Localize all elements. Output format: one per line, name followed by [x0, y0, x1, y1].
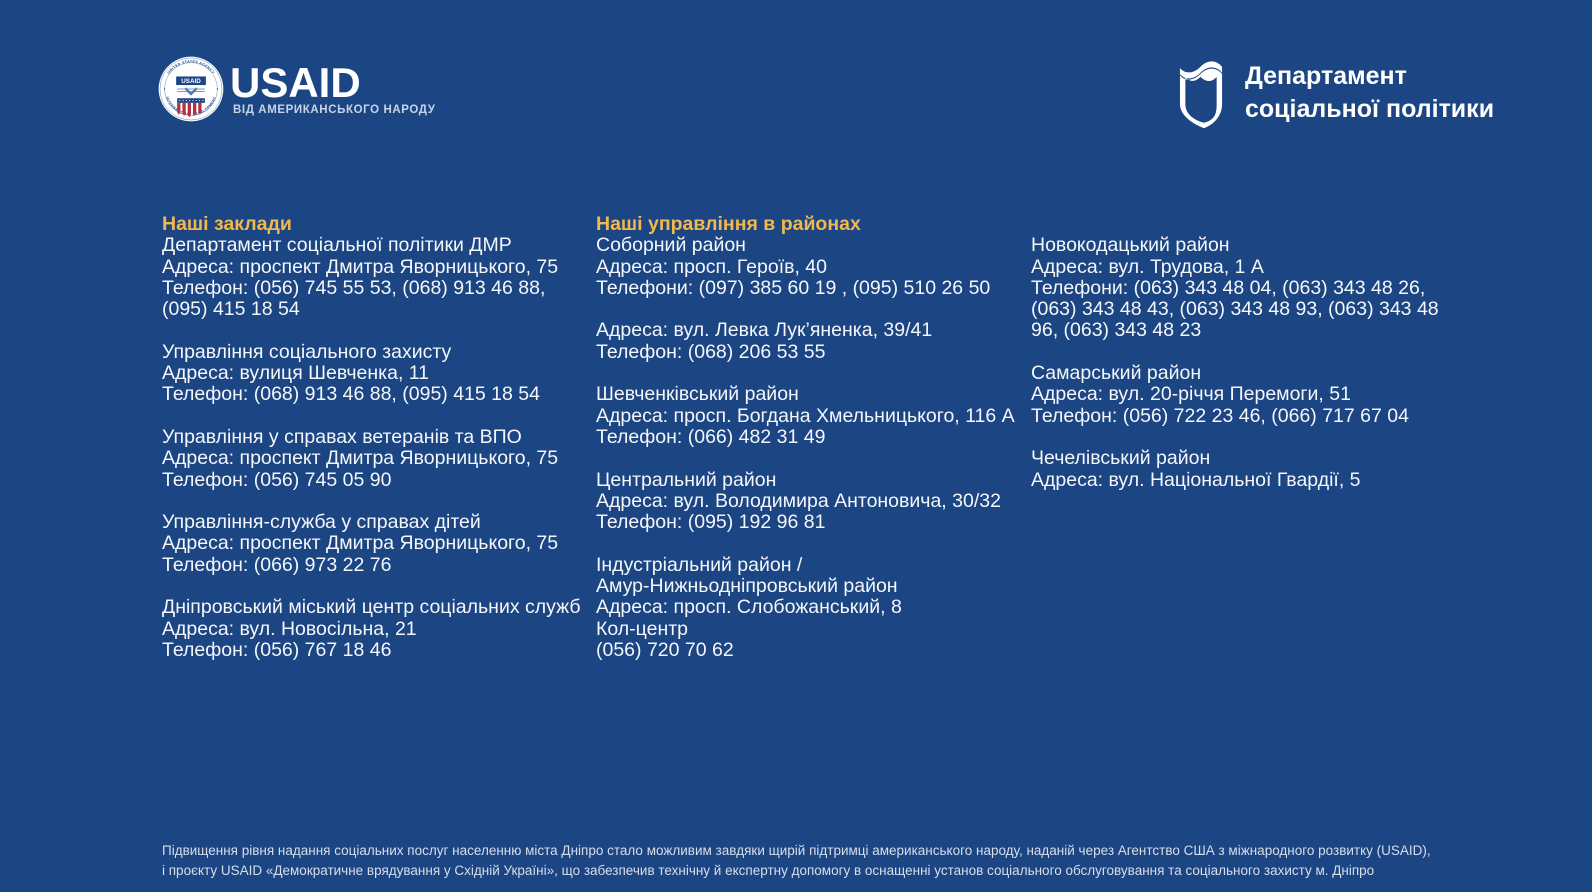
svg-text:USAID: USAID	[181, 78, 201, 85]
